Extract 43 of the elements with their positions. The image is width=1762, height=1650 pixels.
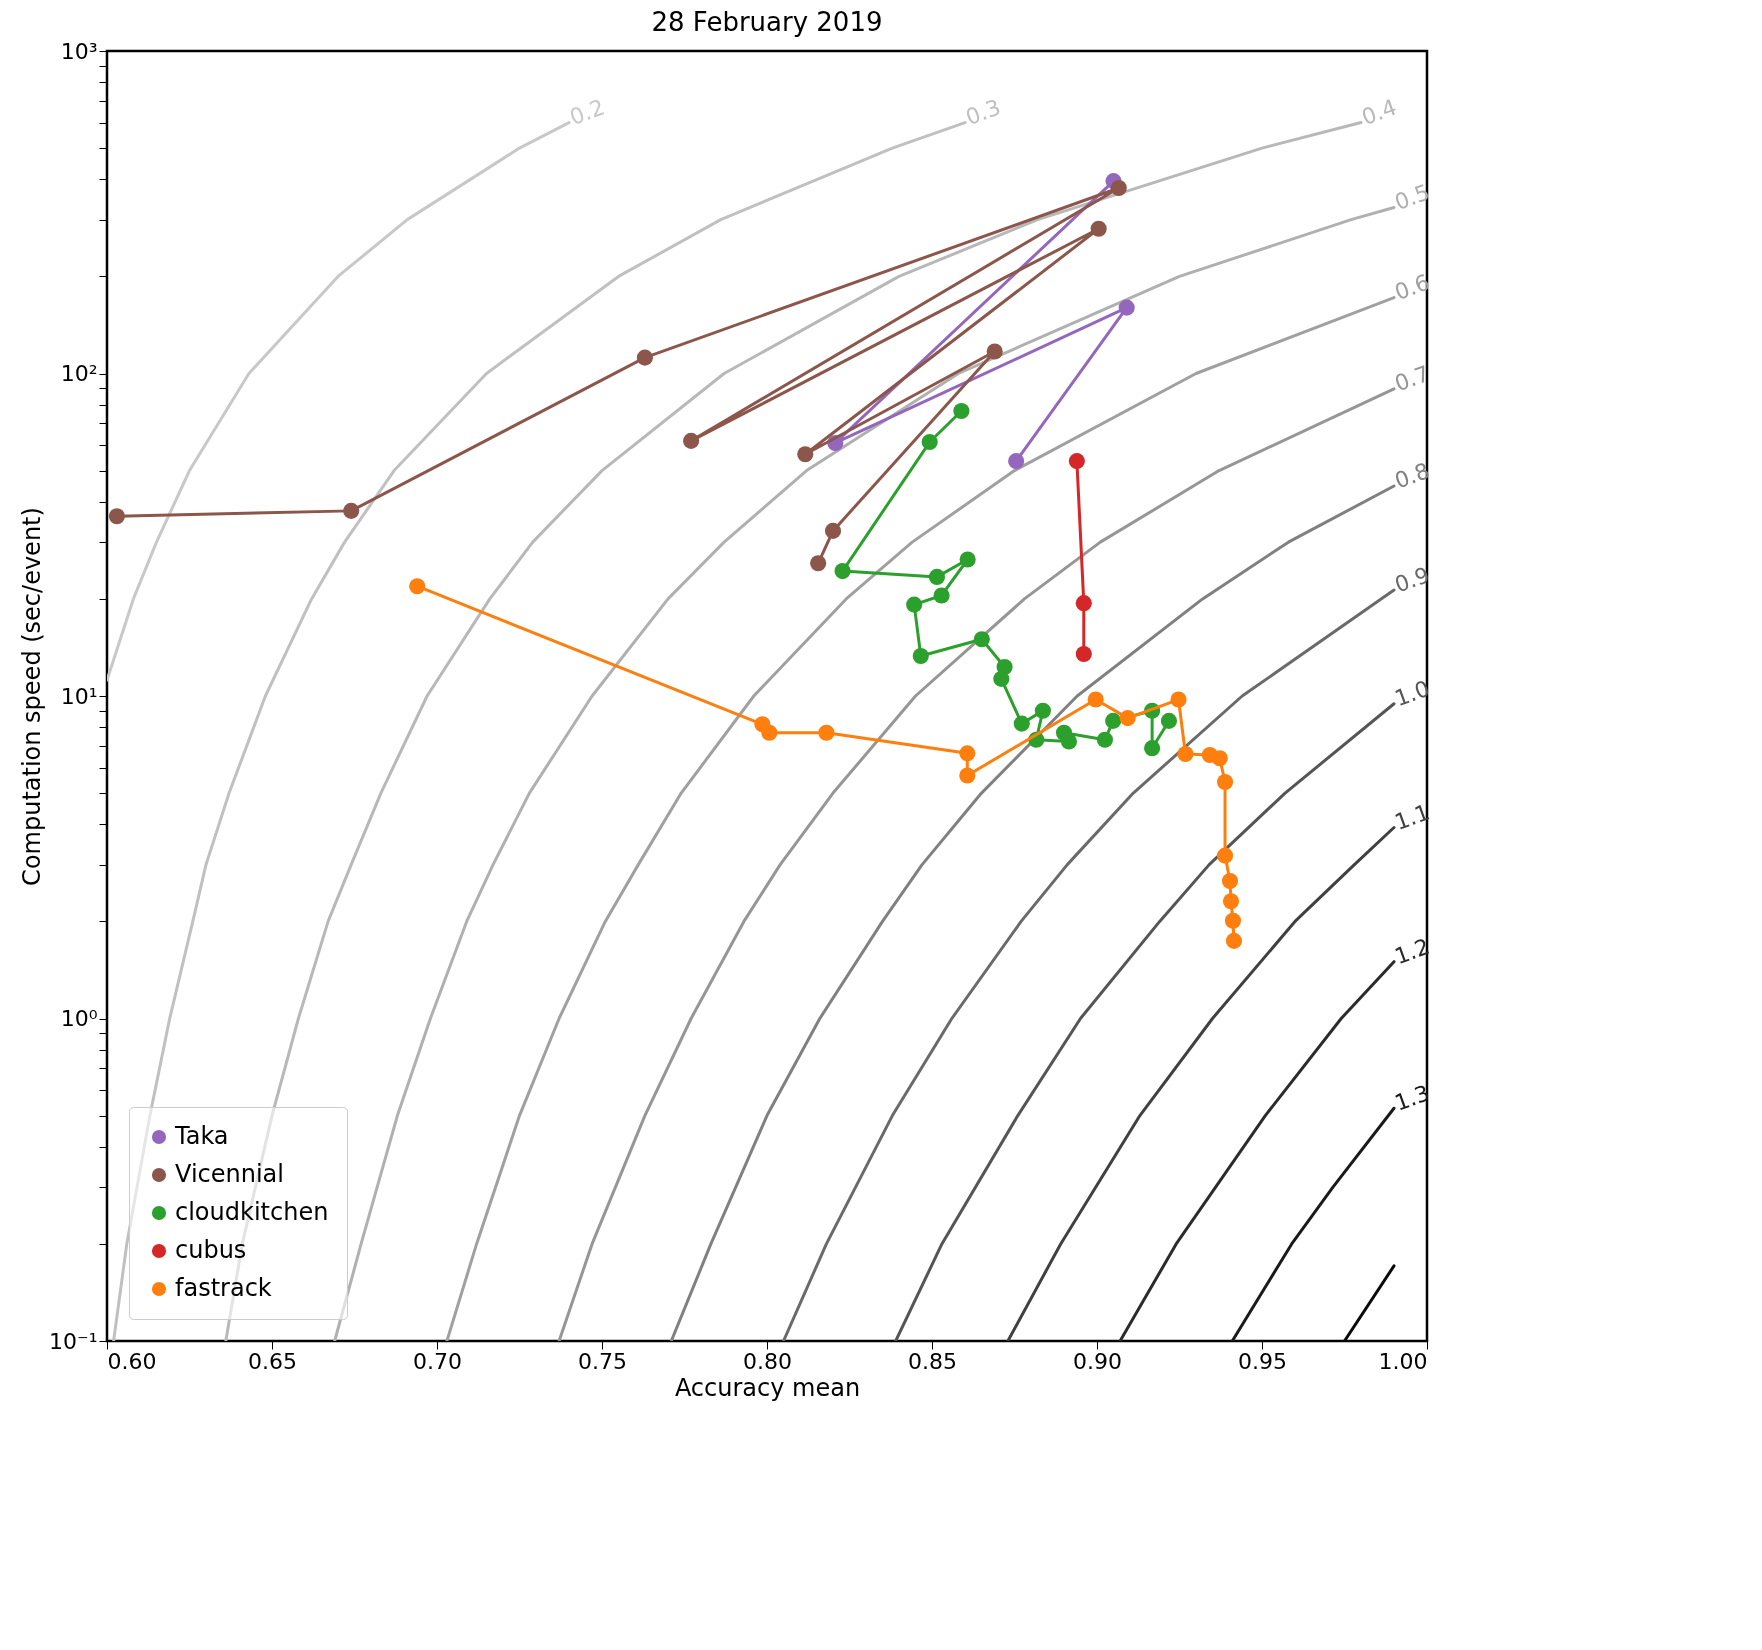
x-tick-label: 0.90	[1073, 1348, 1122, 1374]
x-tick-label: 0.95	[1238, 1348, 1287, 1374]
line-series	[445, 296, 1396, 1341]
x-tick-label: 0.65	[248, 1348, 297, 1374]
text: 0.7	[1391, 360, 1433, 397]
legend-label: cubus	[175, 1236, 247, 1264]
text: 0.8	[1391, 457, 1433, 494]
legend-label: Vicennial	[175, 1160, 284, 1188]
line-series	[894, 702, 1396, 1341]
y-tick-label: 10¹	[60, 683, 98, 709]
line-series	[1118, 960, 1396, 1341]
line-series	[1230, 1106, 1396, 1341]
legend-label: fastrack	[175, 1274, 272, 1302]
legend-label: Taka	[174, 1122, 229, 1150]
line-series	[782, 588, 1396, 1341]
line-series	[1006, 826, 1396, 1341]
line-series	[333, 206, 1396, 1341]
y-tick-label: 10³	[60, 38, 98, 64]
chart-title: 28 February 2019	[651, 7, 883, 37]
line-series	[107, 121, 571, 682]
y-tick-label: 10²	[60, 361, 98, 386]
text: 0.3	[962, 94, 1004, 130]
text: 1.2	[1391, 933, 1433, 970]
text: 0.5	[1391, 179, 1433, 215]
y-tick-label: 10⁰	[60, 1006, 98, 1031]
text: 1.3	[1391, 1080, 1433, 1116]
x-tick-label: 0.85	[908, 1348, 957, 1374]
text: 0.4	[1358, 94, 1400, 130]
y-tick-label: 10⁻¹	[49, 1328, 98, 1354]
y-axis-title: Computation speed (sec/event)	[18, 507, 47, 886]
text: 0.9	[1391, 562, 1433, 598]
line-series	[557, 387, 1396, 1341]
x-tick-label: 0.60	[107, 1348, 157, 1374]
x-tick-label: 1.00	[1378, 1348, 1428, 1374]
x-axis-title: Accuracy mean	[674, 1373, 861, 1402]
text: 0.6	[1391, 269, 1433, 305]
line-series	[669, 484, 1396, 1341]
x-tick-label: 0.75	[578, 1348, 627, 1374]
text: 1.0	[1391, 675, 1433, 712]
x-tick-label: 0.70	[413, 1348, 462, 1374]
text: 1.1	[1391, 799, 1433, 835]
x-tick-label: 0.80	[743, 1348, 792, 1374]
legend-label: cloudkitchen	[175, 1198, 329, 1226]
